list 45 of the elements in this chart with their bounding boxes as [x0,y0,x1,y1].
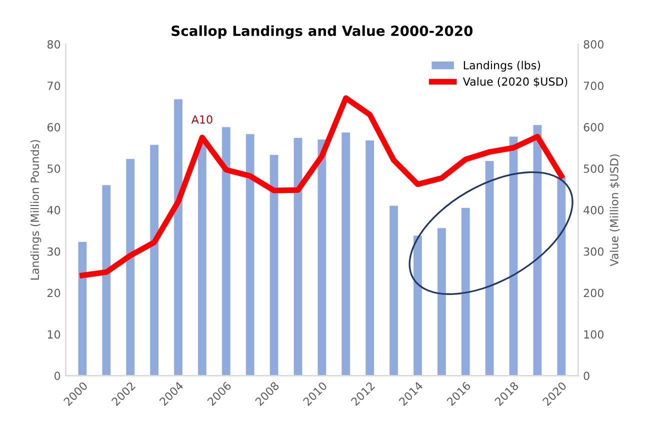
bar [485,161,494,376]
y2-tick-label: 600 [584,123,604,132]
bar [437,228,446,376]
bar [78,242,87,376]
bar [509,136,518,376]
bar [294,138,302,376]
bar [198,144,206,376]
annotation: A10 [191,115,212,124]
bar [174,99,182,376]
bar [246,134,254,376]
y2-tick-label: 200 [584,288,604,298]
y2-tick-label: 400 [584,206,604,214]
bar [270,154,278,376]
y-tick-label: 10 [48,330,60,339]
y2-tick-label: 100 [584,330,604,339]
legend-label: Landings (lbs) [464,60,540,72]
bar [342,132,350,376]
y-tick-label: 0 [54,372,60,380]
bar [390,206,398,376]
bar [557,176,566,376]
y2-tick-label: 0 [584,372,590,380]
y-tick-label: 40 [47,206,60,214]
y-tick-label: 20 [48,288,60,298]
y-tick-label: 70 [48,82,60,90]
bar [318,140,326,376]
bar [102,185,111,376]
bar [461,208,470,376]
y2-tick-label: 800 [584,40,604,49]
bar [126,158,135,376]
y-tick-label: 50 [48,164,60,173]
legend-label: Value (2020 $USD) [462,77,568,88]
y2-tick-label: 700 [584,82,604,90]
chart-title: Scallop Landings and Value 2000-2020 [172,25,473,39]
bar [222,127,230,376]
y-tick-label: 30 [48,247,60,256]
bar [366,140,374,376]
y-axis-title: Landings (Million Pounds) [30,140,42,280]
y2-axis-title: Value (Million $USD) [610,154,620,266]
bar [414,236,422,376]
y-tick-label: 80 [47,40,60,49]
y-tick-label: 60 [47,123,60,132]
bar [533,125,542,376]
y2-tick-label: 300 [584,247,604,256]
y2-tick-label: 500 [584,164,604,173]
bar [150,144,158,376]
